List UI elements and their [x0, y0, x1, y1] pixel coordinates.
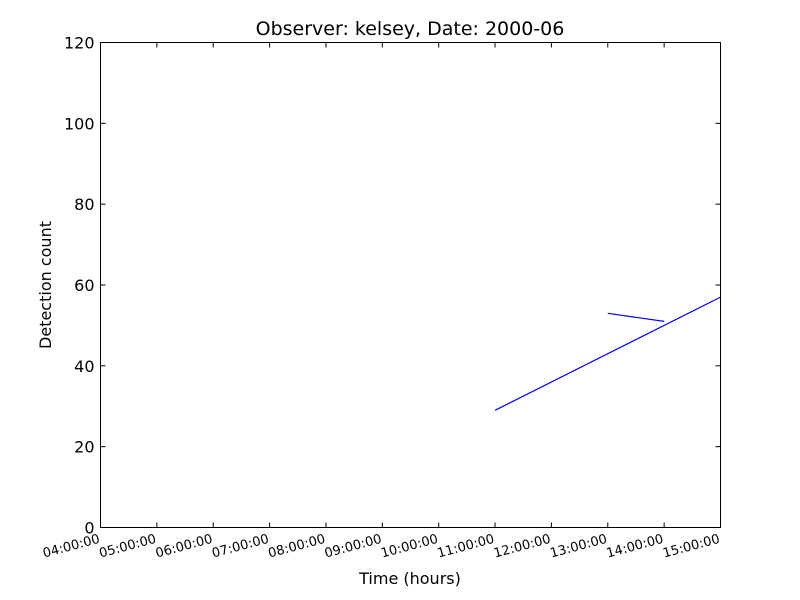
- y-tick-label: 80: [74, 195, 94, 214]
- x-tick-label: 10:00:00: [379, 532, 439, 562]
- y-tick-label: 0: [84, 519, 94, 538]
- y-tick-label: 20: [74, 438, 94, 457]
- y-tick-label: 60: [74, 276, 94, 295]
- x-axis-label: Time (hours): [358, 569, 461, 588]
- x-tick-label: 15:00:00: [661, 532, 721, 562]
- x-tick-label: 07:00:00: [210, 532, 270, 562]
- x-tick-label: 06:00:00: [154, 532, 214, 562]
- x-axis: 04:00:0005:00:0006:00:0007:00:0008:00:00…: [41, 42, 722, 562]
- x-tick-label: 14:00:00: [605, 532, 665, 562]
- x-tick-label: 05:00:00: [98, 532, 158, 562]
- y-axis-label: Detection count: [36, 221, 55, 349]
- series-line-1: [494, 296, 721, 411]
- x-tick-label: 13:00:00: [549, 532, 609, 562]
- x-tick-label: 09:00:00: [323, 532, 383, 562]
- series-line-2: [607, 312, 665, 322]
- x-tick-label: 12:00:00: [492, 532, 552, 562]
- x-tick-label: 08:00:00: [267, 532, 327, 562]
- plot-series-group: [494, 296, 721, 411]
- plot-frame: [100, 42, 721, 528]
- y-tick-label: 120: [64, 34, 95, 53]
- y-axis: 0 20 40 60 80 100 120: [64, 34, 721, 538]
- y-tick-label: 100: [64, 114, 95, 133]
- y-tick-label: 40: [74, 357, 94, 376]
- chart-title: Observer: kelsey, Date: 2000-06: [256, 18, 565, 40]
- x-tick-label: 11:00:00: [436, 532, 496, 562]
